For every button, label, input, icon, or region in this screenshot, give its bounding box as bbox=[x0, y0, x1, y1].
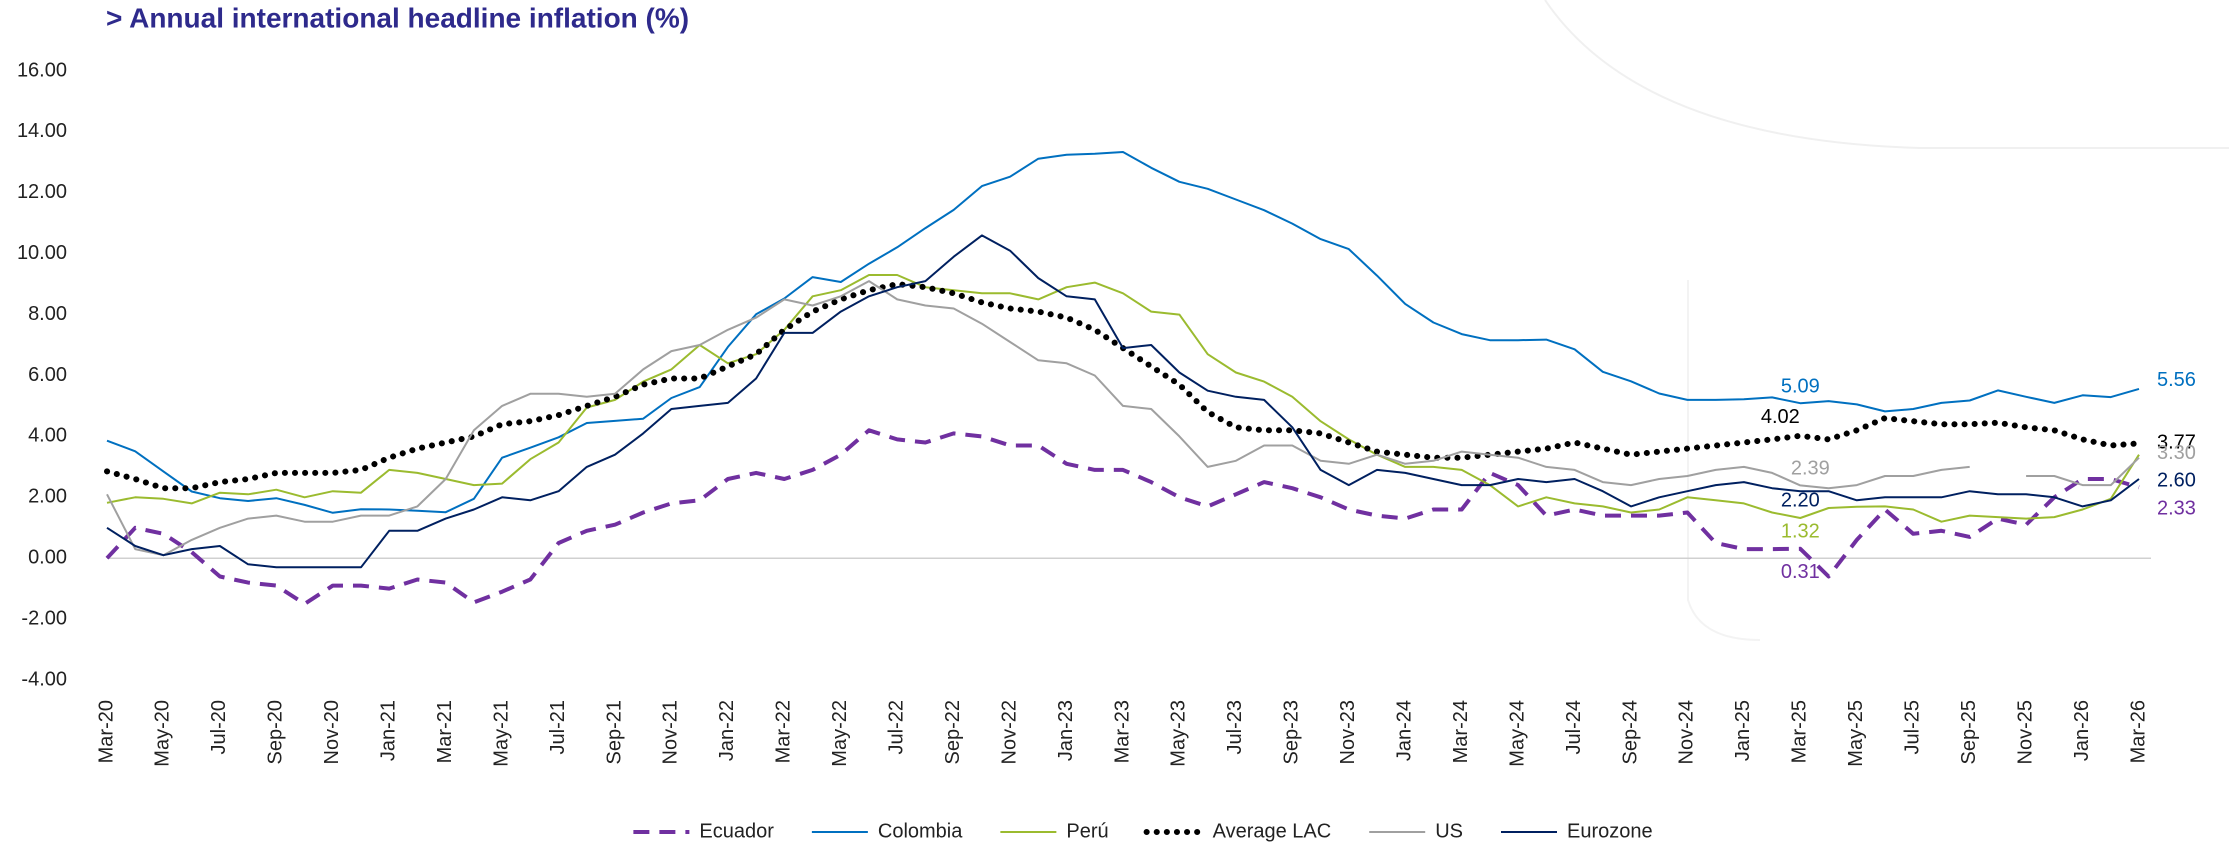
data-label: 3.30 bbox=[2157, 442, 2196, 464]
series-line bbox=[106, 274, 2140, 523]
x-tick-label: May-21 bbox=[490, 700, 512, 767]
y-tick-label: 10.00 bbox=[17, 242, 67, 264]
series-line bbox=[104, 281, 2142, 492]
series-line bbox=[105, 428, 2140, 606]
x-tick-label: Jul-23 bbox=[1224, 700, 1246, 754]
x-tick-label: Nov-23 bbox=[1337, 700, 1359, 764]
x-tick-label: Sep-22 bbox=[942, 700, 964, 765]
x-tick-label: Nov-20 bbox=[321, 700, 343, 764]
x-tick-label: May-24 bbox=[1506, 700, 1528, 767]
x-tick-label: Mar-25 bbox=[1789, 700, 1811, 763]
x-tick-label: Sep-20 bbox=[265, 700, 287, 765]
y-tick-label: 6.00 bbox=[28, 364, 67, 386]
x-tick-label: Jul-22 bbox=[886, 700, 908, 754]
x-tick-label: Jul-21 bbox=[547, 700, 569, 754]
x-tick-label: Jan-23 bbox=[1055, 700, 1077, 761]
data-label: 3.77 bbox=[2157, 432, 2196, 454]
y-tick-label: -4.00 bbox=[21, 668, 67, 690]
x-tick-label: Nov-22 bbox=[998, 700, 1020, 764]
data-label: 2.39 bbox=[1791, 458, 1830, 480]
x-tick-label: Sep-24 bbox=[1619, 700, 1641, 765]
x-tick-label: Mar-22 bbox=[773, 700, 795, 763]
y-tick-label: 14.00 bbox=[17, 120, 67, 142]
x-tick-label: Jan-25 bbox=[1732, 700, 1754, 761]
x-tick-label: May-23 bbox=[1168, 700, 1190, 767]
data-label: 5.56 bbox=[2157, 369, 2196, 391]
x-tick-label: Jan-26 bbox=[2071, 700, 2093, 761]
legend-item: Colombia bbox=[811, 820, 963, 842]
legend-label: Eurozone bbox=[1567, 820, 1653, 842]
x-tick-label: Jan-24 bbox=[1394, 700, 1416, 761]
x-tick-label: May-22 bbox=[829, 700, 851, 767]
legend-item: Ecuador bbox=[633, 820, 774, 842]
x-tick-label: Jul-24 bbox=[1563, 700, 1585, 754]
x-tick-label: Mar-23 bbox=[1111, 700, 1133, 763]
legend-item: Average LAC bbox=[1143, 820, 1332, 842]
y-tick-label: 12.00 bbox=[17, 181, 67, 203]
x-tick-label: Jul-25 bbox=[1902, 700, 1924, 754]
data-label: 0.31 bbox=[1781, 561, 1820, 583]
y-tick-label: 8.00 bbox=[28, 303, 67, 325]
legend-label: US bbox=[1435, 820, 1463, 842]
x-tick-label: Sep-21 bbox=[603, 700, 625, 765]
data-label: 5.09 bbox=[1781, 375, 1820, 397]
legend: Ecuador Colombia Perú Average LAC US Eurozone bbox=[633, 820, 1653, 842]
data-label: 2.60 bbox=[2157, 469, 2196, 491]
y-tick-label: 2.00 bbox=[28, 486, 67, 508]
background-arc bbox=[1544, 0, 2229, 149]
x-tick-label: Mar-24 bbox=[1450, 700, 1472, 763]
legend-item: Eurozone bbox=[1501, 820, 1653, 842]
x-tick-label: Jan-22 bbox=[716, 700, 738, 761]
legend-label: Perú bbox=[1066, 820, 1108, 842]
x-tick-label: Mar-21 bbox=[434, 700, 456, 763]
y-tick-label: 16.00 bbox=[17, 59, 67, 81]
data-label: 2.33 bbox=[2157, 498, 2196, 520]
x-tick-label: May-25 bbox=[1845, 700, 1867, 767]
legend-item: US bbox=[1369, 820, 1463, 842]
background-arc bbox=[1687, 280, 1761, 641]
data-label: 1.32 bbox=[1781, 520, 1820, 542]
x-tick-label: Nov-24 bbox=[1676, 700, 1698, 764]
y-tick-label: 4.00 bbox=[28, 425, 67, 447]
series-line bbox=[106, 151, 2140, 514]
series-line bbox=[106, 280, 1970, 557]
x-tick-label: Sep-25 bbox=[1958, 700, 1980, 765]
x-tick-label: Mar-26 bbox=[2127, 700, 2149, 763]
y-tick-label: 0.00 bbox=[28, 546, 67, 568]
x-tick-label: May-20 bbox=[152, 700, 174, 767]
y-tick-label: -2.00 bbox=[21, 607, 67, 629]
legend-item: Perú bbox=[1000, 820, 1109, 842]
legend-label: Colombia bbox=[878, 820, 963, 842]
data-label: 4.02 bbox=[1761, 406, 1800, 428]
x-tick-label: Sep-23 bbox=[1281, 700, 1303, 765]
series-line bbox=[106, 234, 2140, 569]
legend-label: Ecuador bbox=[699, 820, 774, 842]
data-label: 2.20 bbox=[1781, 489, 1820, 511]
x-tick-label: Jul-20 bbox=[208, 700, 230, 754]
chart-title: > Annual international headline inflatio… bbox=[106, 2, 689, 33]
legend-label: Average LAC bbox=[1213, 820, 1332, 842]
x-tick-label: Nov-25 bbox=[2014, 700, 2036, 764]
x-tick-label: Nov-21 bbox=[660, 700, 682, 764]
x-tick-label: Jan-21 bbox=[378, 700, 400, 761]
series-line bbox=[2026, 456, 2140, 487]
x-tick-label: Mar-20 bbox=[95, 700, 117, 763]
